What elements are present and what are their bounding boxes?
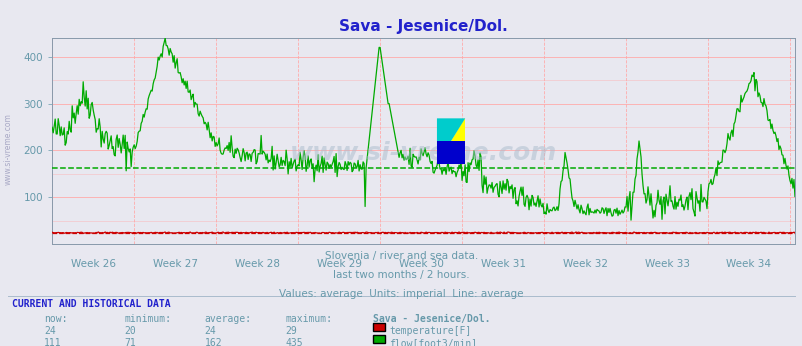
Text: 111: 111 xyxy=(44,338,62,346)
Text: Week 28: Week 28 xyxy=(234,259,279,269)
Polygon shape xyxy=(436,141,464,164)
Text: Week 33: Week 33 xyxy=(644,259,689,269)
Text: Week 29: Week 29 xyxy=(316,259,361,269)
Text: www.si-vreme.com: www.si-vreme.com xyxy=(290,142,557,165)
Text: Week 27: Week 27 xyxy=(152,259,197,269)
Text: Values: average  Units: imperial  Line: average: Values: average Units: imperial Line: av… xyxy=(279,289,523,299)
Text: now:: now: xyxy=(44,314,67,324)
Text: temperature[F]: temperature[F] xyxy=(389,326,471,336)
Text: 162: 162 xyxy=(205,338,222,346)
Text: Week 32: Week 32 xyxy=(562,259,607,269)
Text: 24: 24 xyxy=(44,326,56,336)
Text: 20: 20 xyxy=(124,326,136,336)
Text: last two months / 2 hours.: last two months / 2 hours. xyxy=(333,270,469,280)
Polygon shape xyxy=(436,118,464,164)
Text: CURRENT AND HISTORICAL DATA: CURRENT AND HISTORICAL DATA xyxy=(12,299,171,309)
Text: maximum:: maximum: xyxy=(285,314,332,324)
Text: Week 34: Week 34 xyxy=(726,259,771,269)
Text: average:: average: xyxy=(205,314,252,324)
Text: minimum:: minimum: xyxy=(124,314,172,324)
Text: 71: 71 xyxy=(124,338,136,346)
Text: 435: 435 xyxy=(285,338,302,346)
Text: www.si-vreme.com: www.si-vreme.com xyxy=(3,113,12,185)
Text: Week 31: Week 31 xyxy=(480,259,525,269)
Text: 24: 24 xyxy=(205,326,217,336)
Text: Week 30: Week 30 xyxy=(398,259,443,269)
Text: Week 26: Week 26 xyxy=(71,259,115,269)
Text: 29: 29 xyxy=(285,326,297,336)
Text: Sava - Jesenice/Dol.: Sava - Jesenice/Dol. xyxy=(373,314,490,324)
Title: Sava - Jesenice/Dol.: Sava - Jesenice/Dol. xyxy=(338,19,508,34)
Polygon shape xyxy=(436,118,464,164)
Text: Slovenia / river and sea data.: Slovenia / river and sea data. xyxy=(325,251,477,261)
Text: flow[foot3/min]: flow[foot3/min] xyxy=(389,338,477,346)
